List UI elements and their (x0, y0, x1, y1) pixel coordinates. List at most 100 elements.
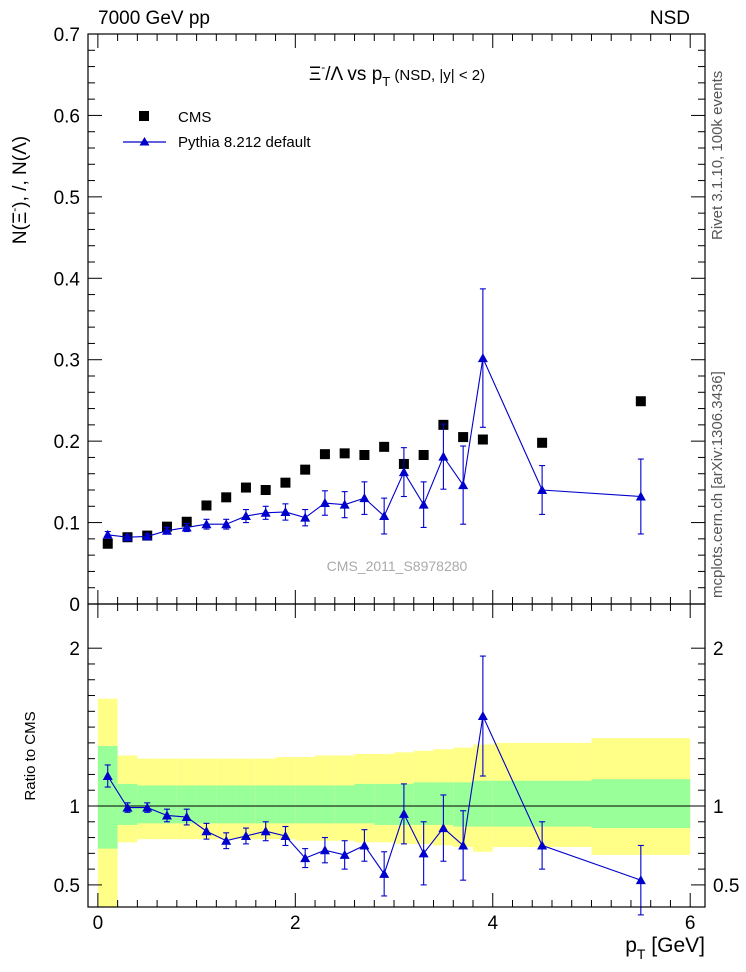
mcplots-label: mcplots.cern.ch [arXiv:1306.3436] (709, 371, 726, 598)
ratio-point (458, 840, 469, 850)
ratio-point (339, 849, 350, 859)
mc-point (359, 493, 370, 503)
main-data-layer (102, 288, 646, 549)
legend-cms-label: CMS (178, 109, 211, 126)
cms-point (240, 482, 251, 493)
mc-point (142, 531, 153, 541)
ratio-y-axis: 0.5 0.5 1 1 2 2 (54, 639, 740, 897)
ratio-inner-band (196, 785, 217, 824)
mc-point (300, 512, 311, 522)
mc-point (240, 511, 251, 521)
ratio-point (359, 840, 370, 850)
main-ytick-label: 0.2 (54, 432, 80, 453)
ratio-point (635, 875, 646, 885)
title-main: Ξ (309, 64, 321, 85)
xlabel-tail: [GeV] (645, 934, 705, 957)
cms-point (339, 448, 350, 459)
mc-point (398, 467, 409, 477)
ratio-point (142, 802, 153, 812)
ratio-ytick-label: 2 (69, 639, 80, 660)
cms-point (537, 437, 548, 448)
ratio-point (240, 830, 251, 840)
ratio-inner-band (354, 783, 375, 824)
process-label: NSD (650, 8, 690, 29)
mc-point (280, 506, 291, 516)
cms-point (260, 485, 271, 495)
ratio-ytick-label-right: 1 (713, 797, 724, 818)
title-tail: (NSD, |y| < 2) (390, 67, 485, 84)
cms-point (458, 432, 469, 443)
x-tick-label: 2 (290, 913, 301, 934)
cms-point (201, 500, 212, 511)
legend-mc-marker (139, 137, 150, 146)
cms-point (102, 538, 113, 549)
title-sup: - (321, 60, 325, 74)
ratio-inner-band (295, 785, 316, 824)
mc-point (260, 507, 271, 517)
mc-point (102, 529, 113, 539)
mc-point (122, 532, 133, 542)
ratio-y-label: Ratio to CMS (22, 711, 39, 800)
legend-mc-label: Pythia 8.212 default (178, 134, 311, 151)
rivet-label: Rivet 3.1.10, 100k events (709, 71, 726, 240)
mc-point (379, 511, 390, 521)
ratio-line (107, 714, 642, 881)
ratio-point (221, 835, 232, 845)
cms-point (635, 396, 646, 407)
ylabel-part-a: N(Ξ (10, 212, 31, 244)
ratio-ytick-label-right: 0.5 (713, 876, 739, 897)
x-tick-label: 6 (685, 913, 696, 934)
ratio-inner-band (275, 785, 296, 824)
ratio-point (418, 848, 429, 858)
mc-point (438, 451, 449, 461)
ratio-inner-band (374, 783, 395, 825)
energy-label: 7000 GeV pp (98, 8, 210, 29)
main-ytick-label: 0.3 (54, 351, 80, 372)
ratio-point (280, 830, 291, 840)
ratio-inner-band (97, 746, 118, 849)
ratio-inner-band (176, 785, 197, 824)
ratio-point (379, 868, 390, 878)
ratio-inner-band (216, 785, 237, 824)
cms-point (181, 516, 192, 527)
ratio-inner-band (473, 780, 493, 827)
ratio-data-layer (102, 655, 646, 916)
mc-point (477, 353, 488, 363)
cms-point (379, 441, 390, 452)
main-ytick-label: 0.6 (54, 106, 80, 127)
ratio-inner-band (492, 780, 592, 827)
ratio-ytick-label: 1 (69, 797, 80, 818)
ratio-point (122, 802, 133, 812)
ratio-point (438, 823, 449, 833)
ratio-inner-band (255, 785, 276, 824)
ratio-inner-band (334, 785, 355, 824)
ratio-ytick-label: 0.5 (54, 876, 80, 897)
ratio-point (477, 711, 488, 721)
x-axis-label: pT [GeV] (625, 934, 705, 962)
cms-point (300, 464, 311, 475)
mc-point (201, 519, 212, 529)
ratio-frame (87, 603, 706, 908)
main-y-axis: 0 0.1 0.2 0.3 0.4 0.5 0.6 0.7 (54, 25, 705, 616)
ratio-point (398, 808, 409, 818)
ratio-point (201, 826, 212, 836)
ratio-inner-band (315, 785, 335, 824)
ratio-ytick-label-right: 2 (713, 639, 724, 660)
mc-point (221, 519, 232, 529)
analysis-watermark: CMS_2011_S8978280 (327, 558, 468, 574)
ratio-point (181, 812, 192, 822)
mc-point (319, 498, 330, 508)
mc-point (635, 491, 646, 501)
cms-point (319, 449, 330, 460)
title-rest: /Λ vs p (325, 64, 382, 85)
ylabel-part-b: ), /, N(Λ) (10, 136, 31, 208)
main-y-label: N(Ξ-), /, N(Λ) (7, 136, 31, 244)
mc-point (161, 525, 172, 535)
cms-point (418, 449, 429, 460)
ylabel-part-sup: - (7, 208, 21, 212)
ratio-point (161, 810, 172, 820)
ratio-point (537, 840, 548, 850)
ratio-point (260, 826, 271, 836)
